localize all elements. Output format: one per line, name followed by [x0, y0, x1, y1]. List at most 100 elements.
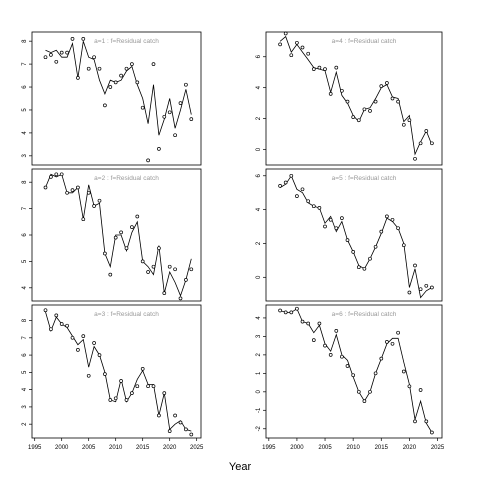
- y-tick-label: 7: [22, 206, 28, 210]
- y-tick-label: 5: [22, 259, 28, 263]
- data-point: [362, 266, 367, 271]
- data-point: [173, 413, 177, 418]
- data-point: [151, 62, 156, 66]
- x-tick-label: 2010: [346, 445, 360, 451]
- data-point: [49, 175, 53, 179]
- data-point: [92, 204, 96, 208]
- data-point: [430, 430, 434, 435]
- x-tick-label: 2015: [375, 445, 389, 451]
- data-point: [135, 214, 140, 219]
- data-point: [418, 287, 423, 292]
- data-point: [390, 217, 395, 222]
- series-line: [279, 174, 433, 299]
- y-tick-label: 5: [22, 108, 28, 112]
- data-point: [430, 285, 434, 290]
- data-point: [157, 246, 161, 251]
- data-point: [345, 364, 350, 368]
- y-tick-label: 4: [256, 207, 262, 211]
- data-point: [368, 256, 372, 261]
- data-point: [334, 65, 339, 70]
- y-tick-label: 2: [256, 241, 262, 245]
- data-point: [103, 103, 107, 108]
- y-tick-label: 6: [22, 353, 28, 357]
- data-point: [189, 432, 194, 437]
- data-point: [328, 92, 333, 96]
- data-point: [340, 88, 344, 93]
- data-point: [65, 50, 69, 55]
- data-point: [140, 367, 145, 371]
- data-point: [103, 372, 107, 376]
- data-point: [396, 99, 400, 104]
- panel-label: a=1 : f=Residual catch: [94, 38, 159, 45]
- data-point: [113, 235, 118, 240]
- data-point: [373, 244, 378, 249]
- panel-label: a=3 : f=Residual catch: [94, 311, 159, 318]
- data-point: [278, 308, 282, 313]
- data-point: [167, 429, 172, 433]
- x-tick-label: 2010: [109, 445, 123, 451]
- data-point: [295, 40, 299, 45]
- panel-frame: [265, 168, 443, 302]
- data-point: [119, 230, 123, 235]
- data-point: [311, 338, 316, 342]
- data-point: [97, 353, 102, 357]
- data-point: [70, 335, 75, 340]
- data-point: [146, 158, 150, 163]
- data-point: [385, 214, 389, 219]
- data-point: [189, 117, 194, 121]
- data-point: [113, 80, 118, 85]
- data-point: [173, 133, 177, 138]
- data-point: [317, 206, 322, 210]
- data-point: [81, 334, 86, 338]
- data-point: [390, 341, 395, 346]
- data-point: [65, 190, 69, 195]
- data-point: [70, 188, 75, 192]
- data-point: [167, 110, 172, 115]
- y-tick-label: 3: [22, 405, 28, 409]
- data-point: [146, 384, 150, 389]
- data-point: [407, 290, 412, 295]
- data-point: [362, 107, 367, 112]
- y-tick-label: 8: [22, 39, 28, 43]
- data-point: [54, 172, 59, 177]
- data-point: [97, 198, 102, 203]
- data-point: [424, 129, 429, 133]
- data-point: [362, 399, 367, 403]
- data-point: [345, 238, 350, 242]
- data-point: [119, 73, 123, 78]
- data-point: [390, 96, 395, 101]
- data-point: [92, 55, 96, 60]
- data-point: [323, 224, 327, 229]
- series-line: [279, 35, 433, 156]
- y-tick-label: 2: [256, 116, 262, 120]
- data-point: [49, 327, 53, 332]
- data-point: [130, 62, 134, 66]
- data-point: [407, 118, 412, 123]
- data-point: [43, 308, 48, 313]
- y-tick-label: 3: [22, 153, 28, 157]
- y-tick-label: 3: [256, 334, 262, 338]
- x-tick-label: 2005: [82, 445, 96, 451]
- data-point: [351, 373, 356, 378]
- data-point: [356, 118, 361, 123]
- y-tick-label: -1: [256, 407, 262, 413]
- data-point: [295, 306, 299, 311]
- data-point: [162, 391, 167, 395]
- y-tick-label: 2: [22, 422, 28, 426]
- data-point: [323, 343, 327, 348]
- data-point: [306, 321, 311, 326]
- data-point: [86, 66, 91, 71]
- data-point: [70, 37, 75, 41]
- data-point: [401, 369, 406, 374]
- x-tick-label: 2020: [163, 445, 177, 451]
- data-point: [317, 321, 322, 326]
- data-point: [119, 379, 123, 383]
- data-point: [65, 323, 69, 328]
- data-point: [407, 384, 412, 389]
- data-point: [178, 101, 183, 105]
- panel-label: a=5 : f=Residual catch: [332, 175, 397, 182]
- data-point: [140, 259, 145, 264]
- data-point: [328, 353, 333, 357]
- data-point: [401, 122, 406, 127]
- data-point: [146, 270, 150, 274]
